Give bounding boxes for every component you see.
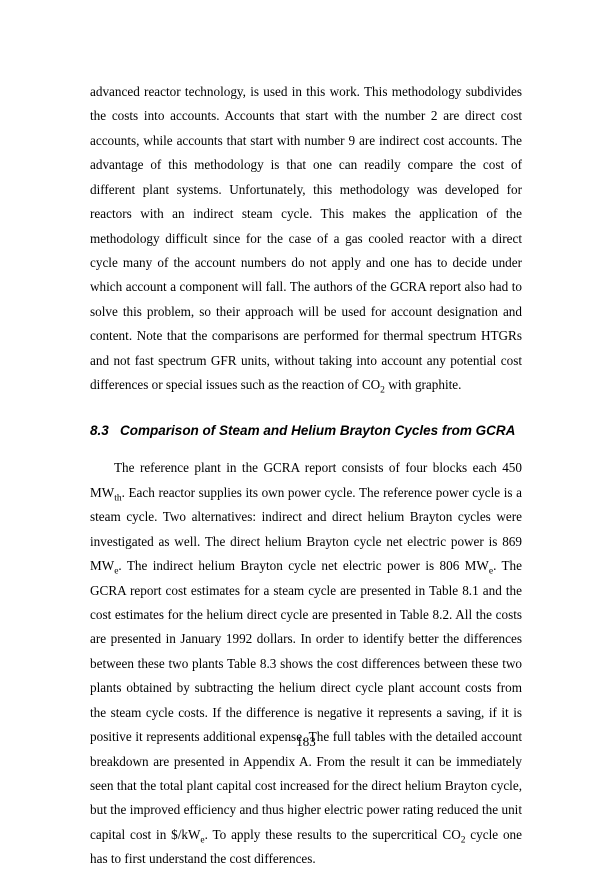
para2-text-e: . To apply these results to the supercri… [205,827,461,842]
para1-text-a: advanced reactor technology, is used in … [90,84,522,392]
para2-text-d: . The GCRA report cost estimates for a s… [90,558,522,842]
page-number: 183 [0,734,612,750]
section-heading: 8.3 Comparison of Steam and Helium Brayt… [90,423,522,438]
paragraph-continuation: advanced reactor technology, is used in … [90,80,522,397]
section-title: Comparison of Steam and Helium Brayton C… [120,423,515,438]
para1-text-b: with graphite. [385,377,462,392]
para2-sub1: th [114,494,121,504]
para2-text-c: . The indirect helium Brayton cycle net … [118,558,488,573]
page-content: advanced reactor technology, is used in … [90,80,522,872]
paragraph-2: The reference plant in the GCRA report c… [90,456,522,871]
section-number: 8.3 [90,423,109,438]
